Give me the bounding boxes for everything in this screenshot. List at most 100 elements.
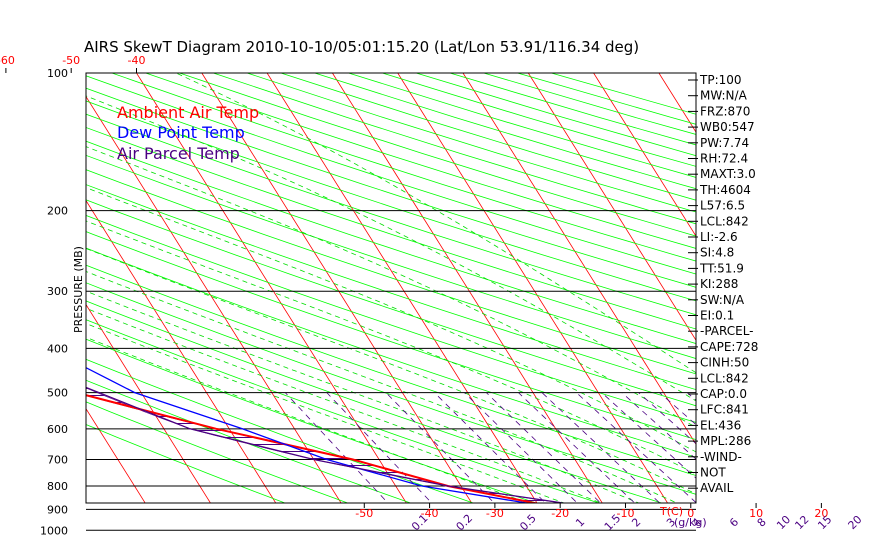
- legend: Ambient Air Temp Dew Point Temp Air Parc…: [117, 103, 259, 163]
- isotherm-line: [790, 73, 870, 540]
- isotherm-line: [136, 73, 407, 503]
- top-temperature-tick-label: -60: [0, 54, 15, 67]
- stat-item: TT:51.9: [699, 261, 744, 275]
- isotherm-line: [86, 95, 342, 503]
- dry-adiabat-line: [86, 338, 538, 503]
- stat-item: MPL:286: [700, 434, 751, 448]
- isotherm-line: [0, 73, 38, 540]
- mixing-ratio-tick-label: 8: [755, 515, 769, 529]
- mixing-ratio-tick-label: 1: [573, 515, 587, 529]
- pressure-tick-label: 400: [47, 342, 68, 355]
- bottom-temperature-tick-label: -10: [616, 507, 634, 520]
- pressure-tick-label: 700: [47, 453, 68, 466]
- isotherm-line: [266, 73, 538, 503]
- moist-adiabat-line: [86, 271, 678, 503]
- stat-item: MW:N/A: [700, 89, 748, 103]
- pressure-tick-label: 600: [47, 423, 68, 436]
- moist-adiabat-line: [86, 95, 696, 402]
- dry-adiabat-line: [145, 73, 696, 249]
- bottom-temperature-tick-label: -40: [421, 507, 439, 520]
- chart-title: AIRS SkewT Diagram 2010-10-10/05:01:15.2…: [84, 38, 639, 56]
- mixing-ratio-line: [385, 392, 495, 503]
- moist-adiabat-line: [86, 248, 696, 495]
- stat-item: SI:4.8: [700, 246, 734, 260]
- stat-item: PW:7.74: [700, 136, 749, 150]
- pressure-tick-label: 200: [47, 205, 68, 218]
- isotherm-line: [86, 303, 211, 503]
- mixing-ratio-line: [518, 392, 636, 503]
- mixing-ratio-line: [434, 392, 547, 503]
- stat-item: CINH:50: [700, 356, 749, 370]
- dry-adiabat-line: [86, 215, 696, 423]
- stat-item: RH:72.4: [700, 152, 748, 166]
- stat-item: -PARCEL-: [700, 324, 754, 338]
- stat-item: AVAIL: [700, 481, 734, 495]
- dry-adiabat-line: [86, 231, 696, 441]
- mixing-ratio-unit-label: (g/kg): [674, 516, 707, 529]
- pressure-tick-label: 100: [47, 67, 68, 80]
- moist-adiabat-line: [86, 187, 696, 453]
- stat-item: -WIND-: [700, 450, 742, 464]
- dry-adiabat-line: [86, 140, 696, 344]
- stat-item: EL:436: [700, 418, 741, 432]
- isotherm-line: [201, 73, 473, 503]
- dry-adiabat-line: [86, 358, 475, 503]
- top-temperature-tick-label: -40: [128, 54, 146, 67]
- stat-item: TP:100: [699, 73, 742, 87]
- stat-item: LI:-2.6: [700, 230, 738, 244]
- stat-item: MAXT:3.0: [700, 167, 756, 181]
- bottom-temperature-tick-label: 20: [814, 507, 828, 520]
- moist-adiabat-line: [86, 290, 640, 503]
- dry-adiabat-line: [86, 75, 696, 275]
- dry-adiabat-line: [86, 169, 696, 375]
- x-axis-label-tc: T(C): [659, 505, 683, 518]
- stat-item: FRZ:870: [700, 104, 750, 118]
- moist-adiabat-line: [86, 220, 696, 475]
- pressure-tick-label: 900: [47, 503, 68, 516]
- isotherm-line: [397, 73, 669, 503]
- mixing-ratio-tick-label: 20: [846, 513, 865, 532]
- dry-adiabat-line: [213, 73, 696, 225]
- mixing-ratio-tick-label: 10: [774, 513, 793, 532]
- dry-adiabat-line: [86, 154, 696, 359]
- mixing-ratio-tick-label: 6: [727, 515, 741, 529]
- mixing-ratio-line: [326, 392, 433, 503]
- stat-item: CAP:0.0: [700, 387, 747, 401]
- series-line-air-parcel-temp: [86, 386, 568, 503]
- pressure-tick-label: 500: [47, 387, 68, 400]
- bottom-temperature-tick-label: -20: [551, 507, 569, 520]
- moist-adiabat-line: [86, 307, 602, 503]
- dry-adiabat-line: [86, 247, 696, 458]
- stat-item: SW:N/A: [700, 293, 745, 307]
- mixing-ratio-tick-label: 12: [792, 513, 811, 532]
- mixing-ratio-line: [576, 392, 696, 503]
- stat-item: TH:4604: [699, 183, 751, 197]
- isotherm-line: [86, 407, 146, 503]
- mixing-ratio-line: [486, 392, 602, 503]
- legend-dew-point-temp: Dew Point Temp: [117, 123, 245, 142]
- moist-adiabat-line: [175, 73, 696, 374]
- pressure-tick-label: 1000: [40, 524, 68, 537]
- stat-item: NOT: [700, 466, 726, 480]
- moist-adiabat-line: [86, 336, 529, 503]
- stat-item: L57:6.5: [700, 199, 745, 213]
- moist-adiabat-line: [86, 146, 696, 428]
- isotherm-line: [527, 73, 696, 341]
- dry-adiabat-line: [314, 73, 696, 190]
- dry-adiabat-line: [86, 199, 696, 407]
- mixing-ratio-line: [541, 392, 661, 503]
- bottom-temperature-tick-label: 10: [749, 507, 763, 520]
- series-line-dew-point-temp: [86, 366, 531, 503]
- top-temperature-tick-label: -50: [62, 54, 80, 67]
- stat-item: WB0:547: [700, 120, 755, 134]
- dry-adiabat-line: [415, 73, 696, 157]
- stat-item: LCL:842: [700, 371, 749, 385]
- dry-adiabat-line: [86, 100, 696, 302]
- bottom-temperature-tick-label: -30: [486, 507, 504, 520]
- stat-item: LCL:842: [700, 214, 749, 228]
- stat-item: LFC:841: [700, 403, 749, 417]
- dry-adiabat-line: [86, 319, 601, 503]
- legend-ambient-air-temp: Ambient Air Temp: [117, 103, 259, 122]
